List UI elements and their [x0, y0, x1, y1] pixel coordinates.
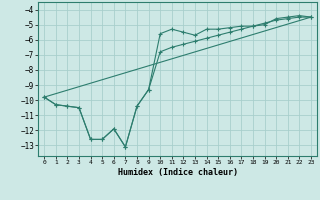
- X-axis label: Humidex (Indice chaleur): Humidex (Indice chaleur): [118, 168, 238, 177]
